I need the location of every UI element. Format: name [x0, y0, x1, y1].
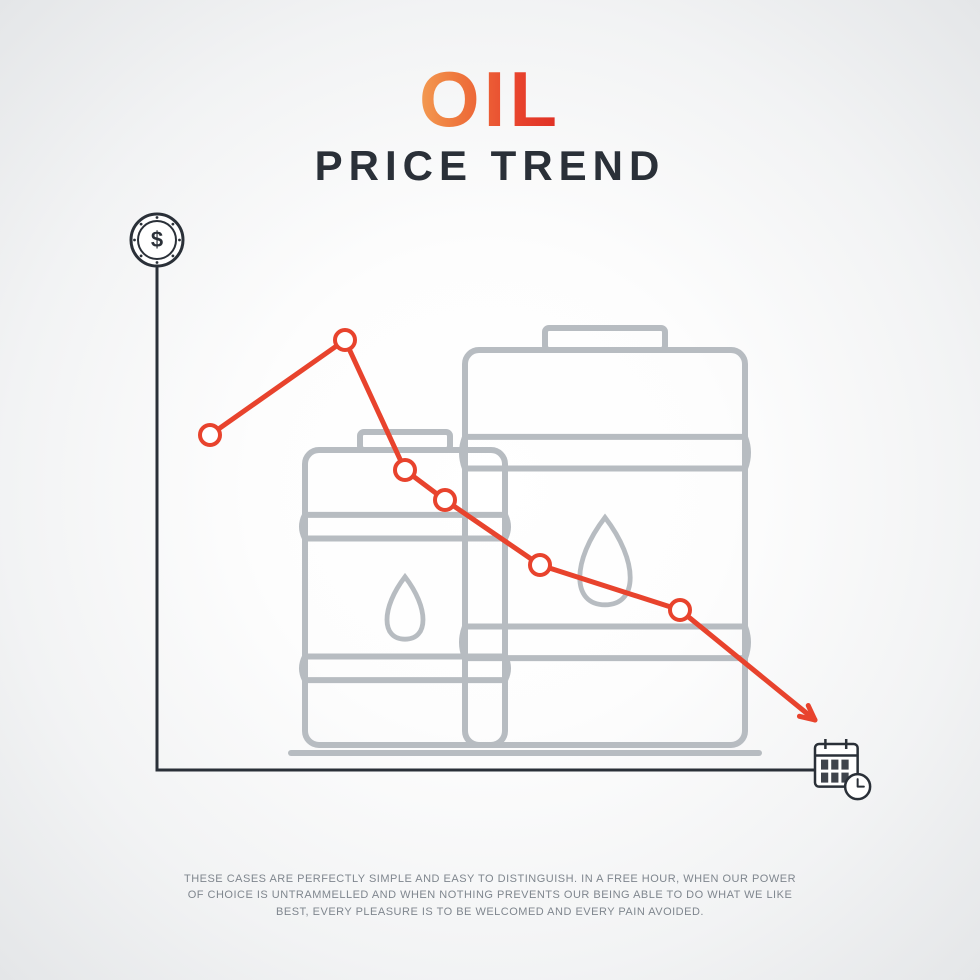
data-point — [335, 330, 355, 350]
data-point — [200, 425, 220, 445]
data-point — [395, 460, 415, 480]
chart: $ — [115, 210, 875, 820]
dollar-coin-icon: $ — [131, 214, 183, 266]
infographic-canvas: OIL PRICE TREND $ THESE CASES ARE PERFEC… — [0, 0, 980, 980]
footer-line-1: THESE CASES ARE PERFECTLY SIMPLE AND EAS… — [0, 871, 980, 888]
chart-svg: $ — [115, 210, 875, 820]
footer-text: THESE CASES ARE PERFECTLY SIMPLE AND EAS… — [0, 871, 980, 921]
data-point — [670, 600, 690, 620]
title-sub: PRICE TREND — [0, 142, 980, 190]
data-point — [435, 490, 455, 510]
data-point — [530, 555, 550, 575]
calendar-clock-icon — [815, 739, 870, 799]
svg-text:$: $ — [151, 227, 163, 252]
title-main: OIL — [419, 60, 561, 138]
title-block: OIL PRICE TREND — [0, 60, 980, 190]
footer-line-2: OF CHOICE IS UNTRAMMELLED AND WHEN NOTHI… — [0, 887, 980, 904]
footer-line-3: BEST, EVERY PLEASURE IS TO BE WELCOMED A… — [0, 904, 980, 921]
chart-axes — [157, 268, 815, 770]
